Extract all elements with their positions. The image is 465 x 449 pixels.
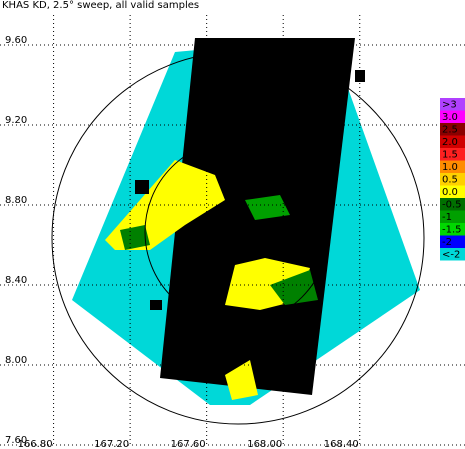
chart-title: KHAS KD, 2.5° sweep, all valid samples: [2, 0, 199, 11]
colorbar-label: 1.5: [442, 149, 458, 160]
colorbar-label: 0.0: [442, 187, 458, 198]
x-tick-label: 167.20: [94, 439, 129, 449]
colorbar-swatch: [440, 135, 465, 148]
colorbar-swatch: [440, 198, 465, 211]
colorbar-label: -0.5: [442, 199, 462, 210]
y-tick-label: 7.60: [5, 435, 27, 446]
colorbar-label: >3: [442, 99, 457, 110]
y-tick-label: 8.80: [5, 195, 27, 206]
yellow-patch: [225, 360, 258, 400]
colorbar-swatch: [440, 185, 465, 198]
x-tick-label: 166.80: [18, 439, 53, 449]
colorbar-label: 3.0: [442, 112, 458, 123]
colorbar-swatch: [440, 248, 465, 261]
range-ring: [51, 51, 425, 425]
colorbar-swatch: [440, 160, 465, 173]
colorbar-swatch: [440, 223, 465, 236]
x-tick-label: 168.00: [247, 439, 282, 449]
colorbar-label: -1.5: [442, 224, 462, 235]
colorbar-label: -2: [442, 237, 452, 248]
colorbar-label: 2.5: [442, 124, 458, 135]
colorbar-label: -1: [442, 212, 452, 223]
range-ring: [144, 139, 330, 325]
colorbar-swatch: [440, 98, 465, 111]
colorbar-swatch: [440, 123, 465, 136]
black-pixel: [135, 180, 149, 194]
y-tick-label: 8.00: [5, 355, 27, 366]
colorbar-label: 0.5: [442, 174, 458, 185]
colorbar-swatch: [440, 210, 465, 223]
y-tick-label: 8.40: [5, 275, 27, 286]
x-tick-label: 168.40: [324, 439, 359, 449]
green-patch: [245, 195, 290, 220]
colorbar-swatch: [440, 110, 465, 123]
colorbar-label: 1.0: [442, 162, 458, 173]
y-tick-label: 9.60: [5, 35, 27, 46]
y-tick-label: 9.20: [5, 115, 27, 126]
colorbar-swatch: [440, 173, 465, 186]
green-patch: [270, 270, 318, 305]
x-tick-label: 167.60: [171, 439, 206, 449]
colorbar-swatch: [440, 148, 465, 161]
green-patch: [120, 225, 150, 250]
colorbar-label: <-2: [442, 249, 460, 260]
black-pixel: [150, 300, 162, 310]
colorbar-label: 2.0: [442, 137, 458, 148]
radar-field: [72, 38, 420, 405]
colorbar-swatch: [440, 235, 465, 248]
